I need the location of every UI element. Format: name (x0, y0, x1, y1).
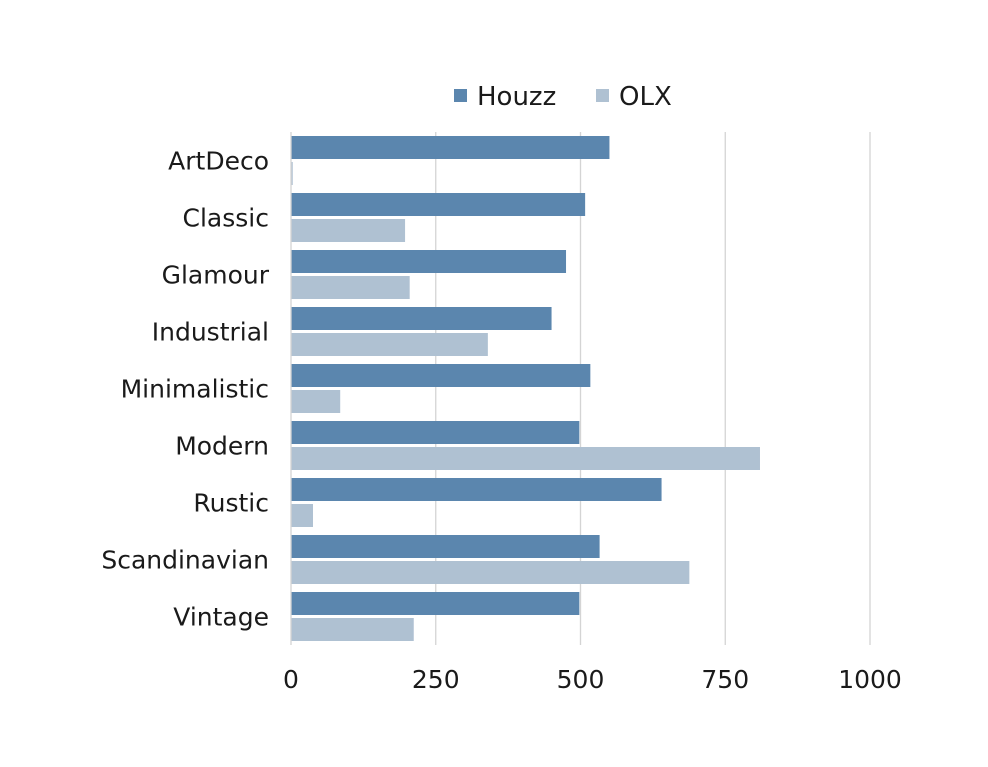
bar-olx-minimalistic (291, 390, 341, 413)
x-tick-label: 250 (412, 665, 460, 694)
bar-olx-modern (291, 447, 760, 470)
bar-houzz-scandinavian (291, 535, 600, 558)
legend-swatch-olx (596, 89, 609, 102)
bar-houzz-artdeco (291, 136, 610, 159)
bars (291, 136, 760, 641)
bar-olx-rustic (291, 504, 314, 527)
x-tick-label: 750 (701, 665, 749, 694)
legend-swatch-houzz (454, 89, 467, 102)
x-tick-label: 500 (557, 665, 605, 694)
category-label: Modern (175, 432, 269, 461)
category-label: Rustic (193, 489, 269, 518)
category-labels: ArtDeco Classic Glamour Industrial Minimalis… (101, 147, 269, 632)
bar-olx-industrial (291, 333, 488, 356)
bar-houzz-classic (291, 193, 586, 216)
bar-olx-glamour (291, 276, 410, 299)
category-label: Minimalistic (121, 375, 269, 404)
category-label: Scandinavian (101, 546, 269, 575)
category-label: Vintage (173, 603, 269, 632)
category-label: Glamour (162, 261, 270, 290)
bar-houzz-minimalistic (291, 364, 591, 387)
legend-label-houzz: Houzz (477, 82, 556, 112)
bar-olx-scandinavian (291, 561, 690, 584)
gridlines (435, 132, 871, 645)
bar-houzz-industrial (291, 307, 552, 330)
category-label: Industrial (152, 318, 269, 347)
bar-houzz-vintage (291, 592, 580, 615)
bar-houzz-modern (291, 421, 580, 444)
legend: Houzz OLX (454, 82, 672, 112)
x-tick-label: 1000 (838, 665, 902, 694)
bar-houzz-glamour (291, 250, 567, 273)
bar-olx-artdeco (291, 162, 293, 185)
x-tick-label: 0 (283, 665, 299, 694)
category-label: Classic (183, 204, 269, 233)
bar-olx-classic (291, 219, 406, 242)
legend-label-olx: OLX (619, 82, 672, 112)
category-label: ArtDeco (168, 147, 269, 176)
x-tick-labels: 0 250 500 750 1000 (283, 665, 902, 694)
bar-houzz-rustic (291, 478, 662, 501)
bar-olx-vintage (291, 618, 414, 641)
